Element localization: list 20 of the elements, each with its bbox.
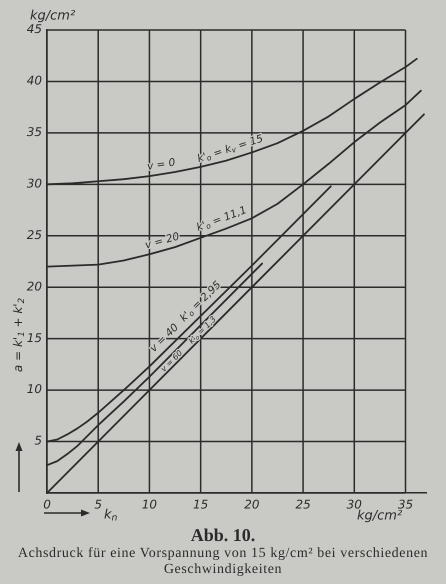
y-tick-label: 30 (26, 176, 42, 190)
y-tick-label: 5 (34, 434, 42, 448)
y-tick-label: 25 (26, 228, 42, 242)
y-tick-label: 20 (26, 279, 42, 294)
x-tick-label: 0 (43, 497, 52, 512)
text: Achsdruck für eine Vorspannung von 15 kg/cm² bei verschiedenen Geschwindigkeiten (16, 546, 430, 578)
y-tick-label: 40 (26, 74, 42, 88)
annotation: v = 60 (159, 348, 184, 374)
x-tick-label: 15 (193, 497, 208, 512)
x-tick-label: 5 (94, 497, 102, 512)
text: Abb. 10. (190, 524, 256, 546)
x-tick-label: 20 (244, 497, 260, 512)
y-tick-label: 10 (26, 382, 42, 396)
y-tick-label: 15 (26, 330, 42, 345)
y-tick-label: 35 (26, 125, 42, 140)
y-tick-label: 45 (26, 22, 42, 36)
x-tick-label: 25 (295, 497, 311, 512)
x-tick-label: 10 (142, 497, 158, 512)
y-axis-title: a = k'1 + k'2 (11, 298, 27, 372)
text: kg/cm² (30, 8, 76, 24)
